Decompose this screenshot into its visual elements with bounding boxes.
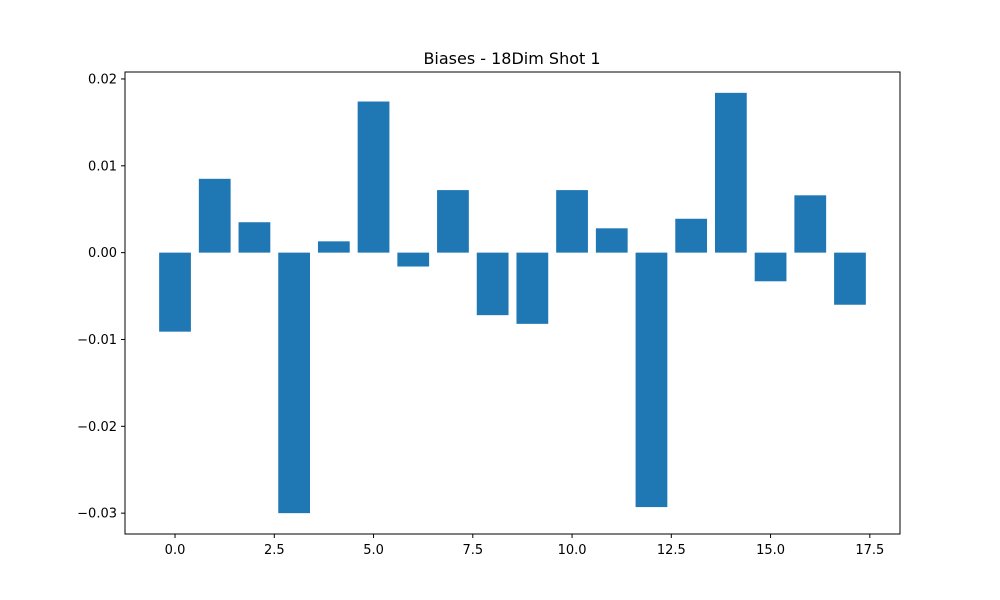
bar-2 <box>238 222 271 253</box>
bar-9 <box>516 252 549 324</box>
bar-3 <box>278 252 311 514</box>
bar-14 <box>714 92 747 253</box>
bar-16 <box>794 195 827 253</box>
bar-17 <box>834 252 866 305</box>
bar-7 <box>437 190 469 253</box>
x-tick-label: 0.0 <box>165 543 186 558</box>
bar-5 <box>357 101 390 253</box>
bar-0 <box>159 252 191 332</box>
bar-1 <box>198 178 231 253</box>
x-tick-label: 10.0 <box>558 543 587 558</box>
bars-group <box>159 92 866 514</box>
bar-13 <box>675 218 708 253</box>
bar-8 <box>476 252 509 316</box>
bar-12 <box>635 252 668 508</box>
x-tick-label: 12.5 <box>657 543 686 558</box>
x-axis: 0.0 2.5 5.0 7.5 10.0 12.5 15.0 17.5 <box>165 534 884 558</box>
x-tick-label: 17.5 <box>855 543 884 558</box>
y-tick-label: 0.02 <box>88 72 117 87</box>
bar-11 <box>595 228 628 253</box>
y-tick-label: 0.00 <box>88 246 117 261</box>
y-tick-label: 0.01 <box>88 159 117 174</box>
plot-frame <box>124 71 901 535</box>
y-tick-label: −0.03 <box>77 507 117 522</box>
bar-15 <box>754 252 787 282</box>
x-tick-label: 5.0 <box>363 543 384 558</box>
chart-title: Biases - 18Dim Shot 1 <box>423 49 600 68</box>
y-tick-label: −0.01 <box>77 333 117 348</box>
bar-6 <box>397 252 430 267</box>
x-tick-label: 7.5 <box>462 543 483 558</box>
bar-10 <box>556 190 588 253</box>
x-tick-label: 15.0 <box>756 543 785 558</box>
y-axis: 0.02 0.01 0.00 −0.01 −0.02 −0.03 <box>77 72 125 522</box>
y-tick-label: −0.02 <box>77 420 117 435</box>
bar-4 <box>317 241 350 253</box>
x-tick-label: 2.5 <box>264 543 285 558</box>
